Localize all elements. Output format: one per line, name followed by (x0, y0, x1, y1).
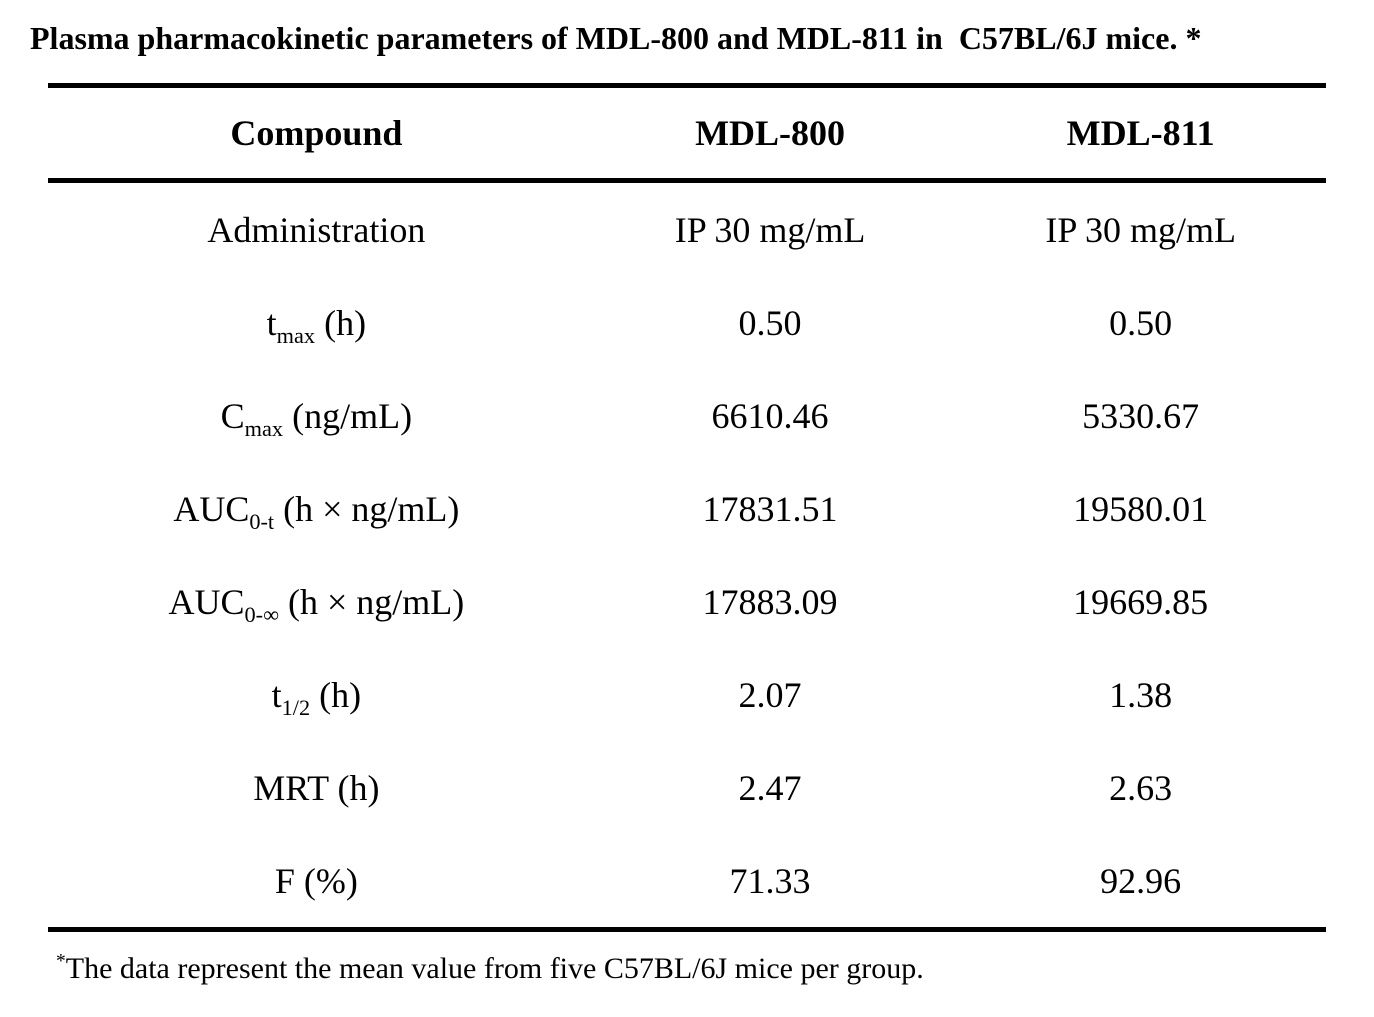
row-label: Administration (48, 181, 585, 277)
value-mdl-811: IP 30 mg/mL (1045, 209, 1237, 250)
value-mdl-800: 0.50 (738, 302, 802, 343)
row-label-subscript: 1/2 (281, 694, 311, 720)
row-label-subscript: 0-t (249, 508, 275, 534)
table-row-mrt: MRT (h) 2.47 2.63 (48, 741, 1326, 834)
value-mdl-800: 6610.46 (711, 395, 829, 436)
row-label: MRT (h) (48, 741, 585, 834)
value-mdl-800: 71.33 (729, 860, 811, 901)
row-label: F (%) (48, 834, 585, 930)
row-label-text: C (220, 395, 245, 436)
row-label-subscript: 0-∞ (244, 601, 279, 627)
row-label-subscript: max (244, 415, 284, 441)
row-label: Cmax (ng/mL) (48, 369, 585, 462)
value-mdl-811: 1.38 (1109, 674, 1173, 715)
value-mdl-800: 17883.09 (702, 581, 838, 622)
row-label: AUC0-t (h × ng/mL) (48, 462, 585, 555)
value-mdl-800: IP 30 mg/mL (674, 209, 866, 250)
table-row-f-percent: F (%) 71.33 92.96 (48, 834, 1326, 930)
value-mdl-811: 92.96 (1100, 860, 1182, 901)
header-mdl-811: MDL-811 (955, 85, 1326, 183)
row-label-unit: (h × ng/mL) (278, 581, 465, 622)
row-label-unit: (h) (310, 674, 362, 715)
row-label-text: t (271, 674, 282, 715)
table-title: Plasma pharmacokinetic parameters of MDL… (30, 20, 1202, 56)
row-label-text: AUC (168, 581, 245, 622)
value-mdl-800: 2.47 (738, 767, 802, 808)
value-mdl-811: 0.50 (1109, 302, 1173, 343)
value-mdl-811: 19669.85 (1073, 581, 1209, 622)
table-row-auc-0-t: AUC0-t (h × ng/mL) 17831.51 19580.01 (48, 462, 1326, 555)
value-mdl-800: 2.07 (738, 674, 802, 715)
value-mdl-811: 5330.67 (1082, 395, 1200, 436)
row-label-text: AUC (173, 488, 250, 529)
table-row-administration: Administration IP 30 mg/mL IP 30 mg/mL (48, 181, 1326, 277)
table-row-cmax: Cmax (ng/mL) 6610.46 5330.67 (48, 369, 1326, 462)
header-compound: Compound (48, 85, 585, 183)
row-label-subscript: max (276, 322, 316, 348)
header-row: Compound MDL-800 MDL-811 (48, 85, 1326, 183)
footnote-asterisk-marker: * (56, 951, 66, 972)
row-label-unit: (ng/mL) (283, 395, 413, 436)
row-label-text: Administration (207, 209, 426, 250)
value-mdl-800: 17831.51 (702, 488, 838, 529)
row-label-unit: (h × ng/mL) (274, 488, 460, 529)
footnote: *The data represent the mean value from … (56, 952, 924, 986)
value-mdl-811: 2.63 (1109, 767, 1173, 808)
table-row-t-half: t1/2 (h) 2.07 1.38 (48, 648, 1326, 741)
row-label-text: F (%) (274, 860, 358, 901)
row-label: tmax (h) (48, 276, 585, 369)
pk-parameters-table: Compound MDL-800 MDL-811 Administration … (48, 83, 1326, 932)
header-mdl-800: MDL-800 (584, 85, 956, 183)
row-label-text: t (266, 302, 277, 343)
row-label: AUC0-∞ (h × ng/mL) (48, 555, 585, 648)
row-label-text: MRT (h) (253, 767, 380, 808)
footnote-text: The data represent the mean value from f… (65, 952, 924, 985)
table-row-tmax: tmax (h) 0.50 0.50 (48, 276, 1326, 369)
row-label: t1/2 (h) (48, 648, 585, 741)
row-label-unit: (h) (315, 302, 367, 343)
table-row-auc-0-inf: AUC0-∞ (h × ng/mL) 17883.09 19669.85 (48, 555, 1326, 648)
value-mdl-811: 19580.01 (1073, 488, 1209, 529)
